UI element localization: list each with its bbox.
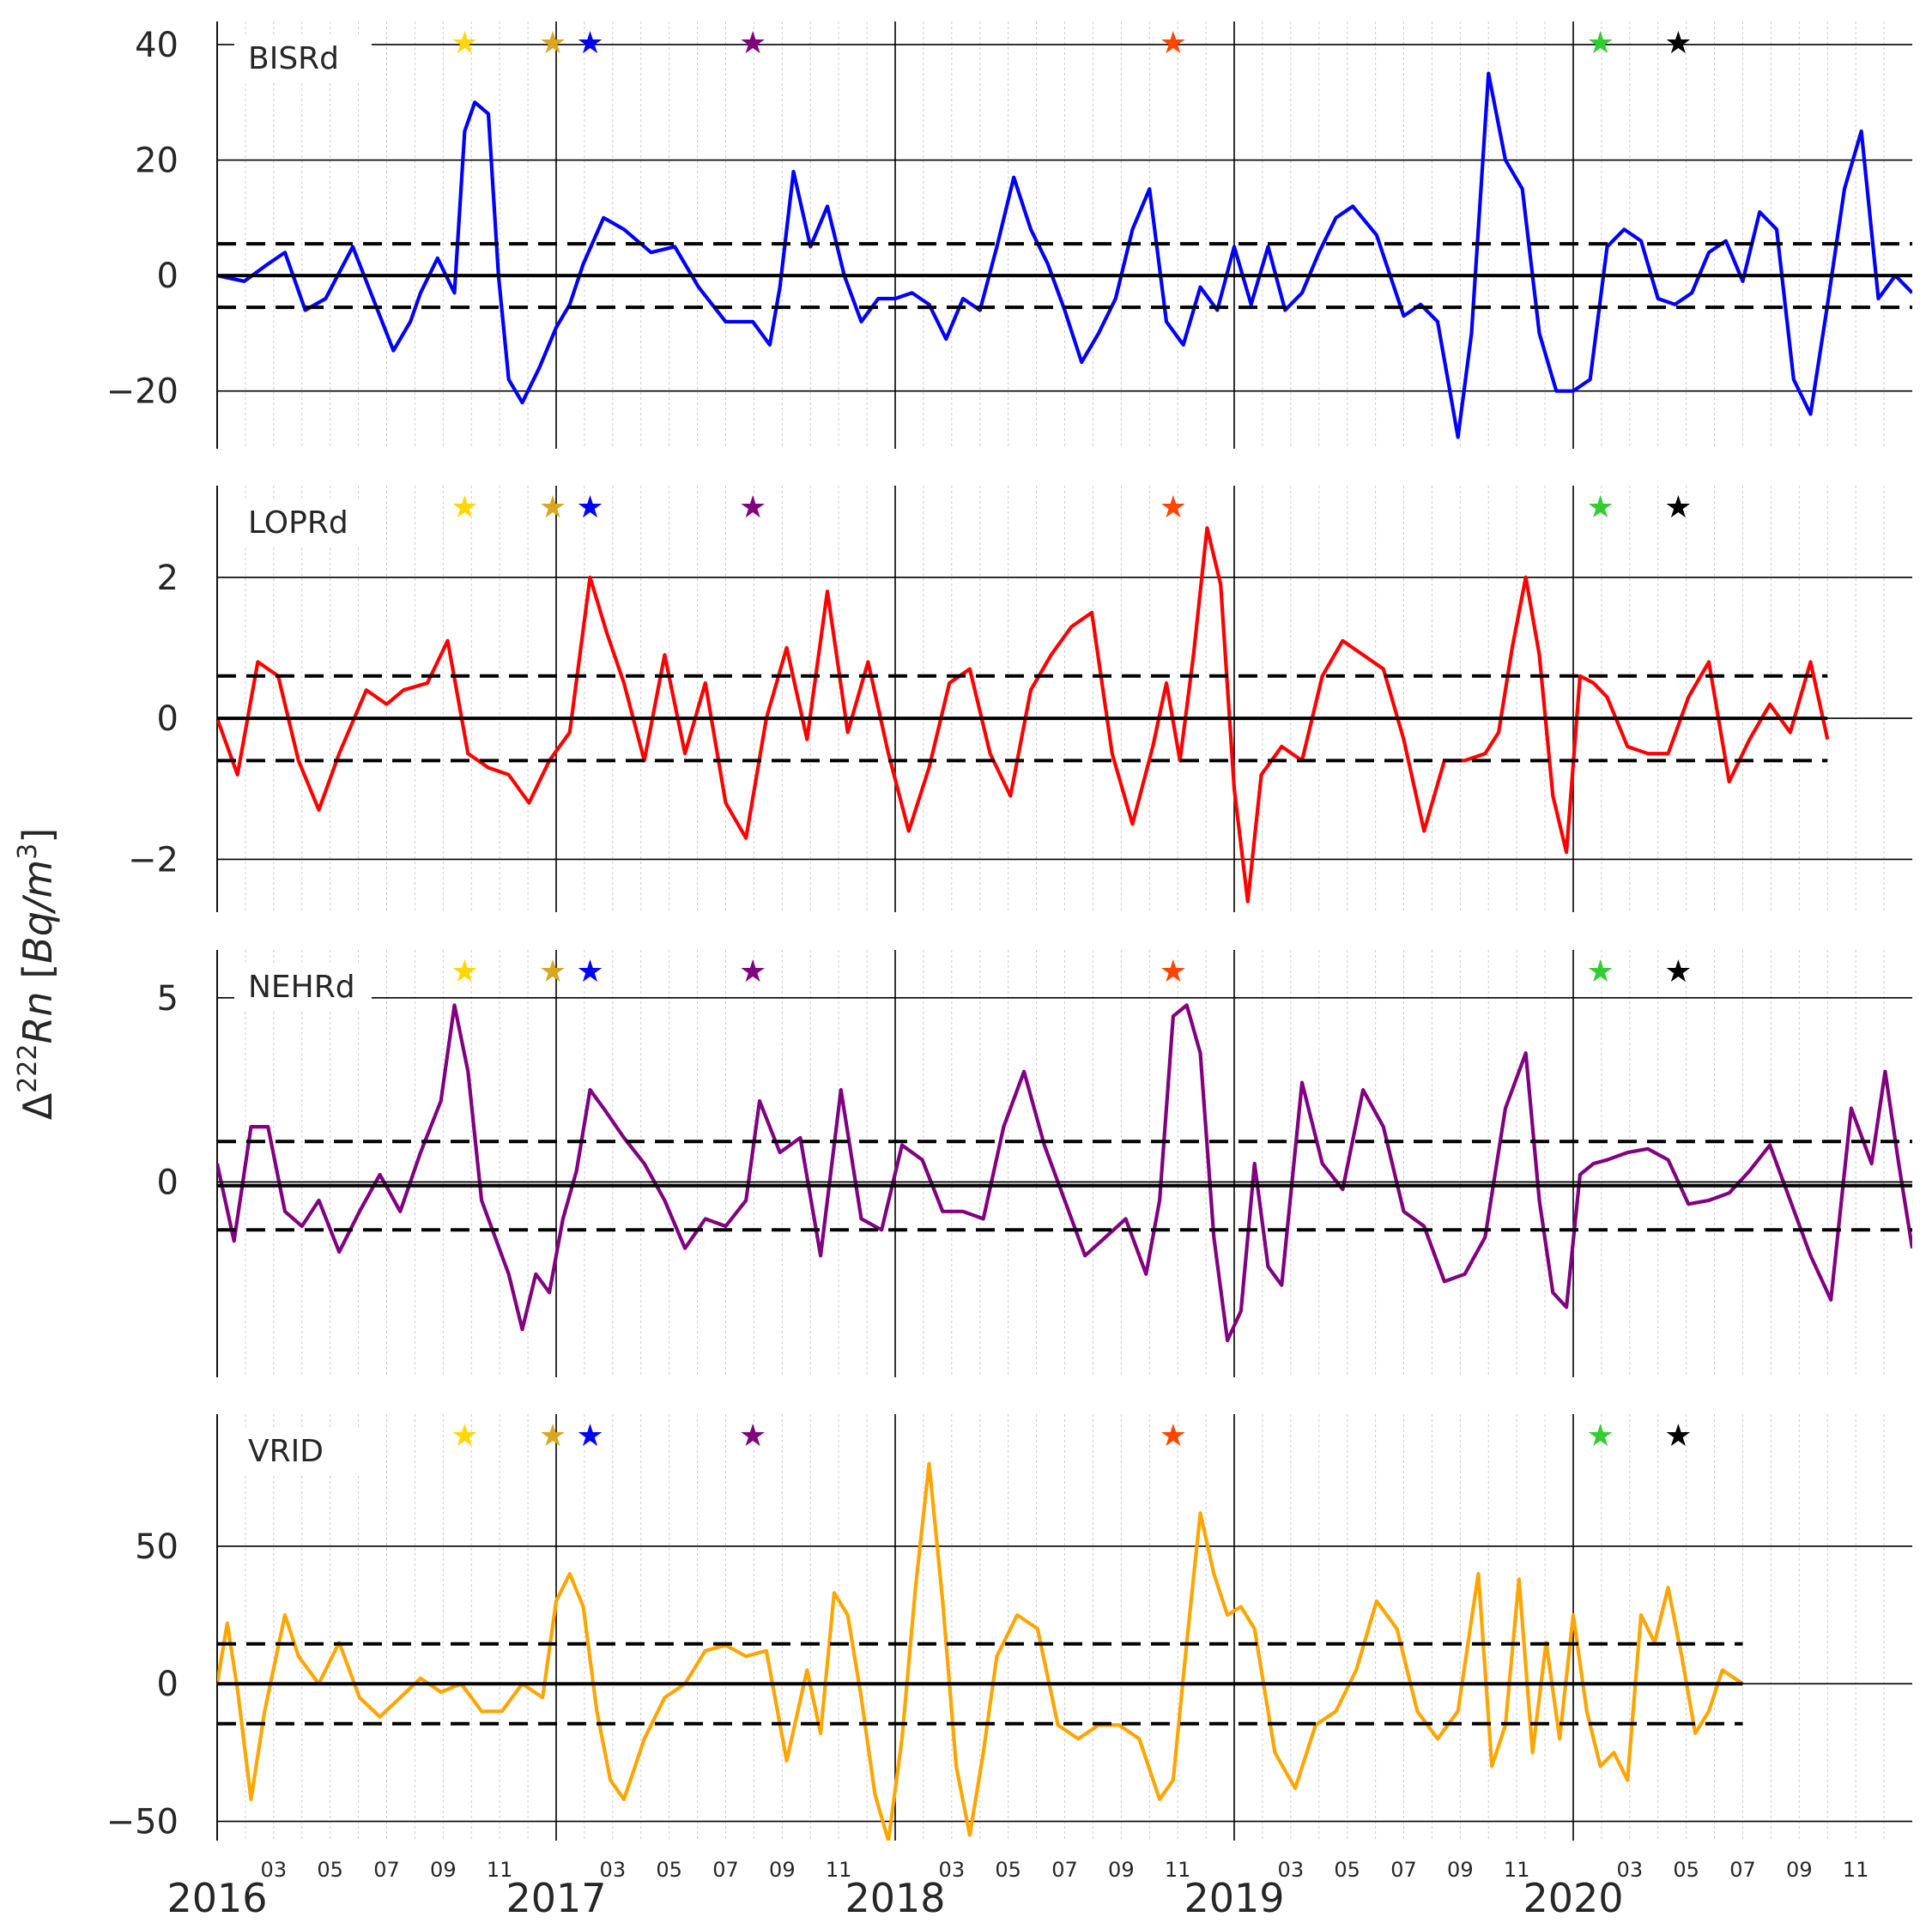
x-month-tick-label: 05 <box>317 1858 343 1882</box>
panel-label-bg <box>234 1427 372 1474</box>
y-label-unit-close: ] <box>15 828 61 844</box>
event-star-icon: ★ <box>1586 490 1614 525</box>
event-star-icon: ★ <box>1160 26 1187 61</box>
y-axis-label: Δ222Rn [Bq/m3] <box>13 828 61 1121</box>
y-tick-label: 5 <box>157 979 179 1019</box>
event-star-icon: ★ <box>451 954 478 989</box>
x-month-tick-label: 03 <box>1278 1858 1305 1882</box>
event-star-icon: ★ <box>739 954 766 989</box>
panel-loprd: −2 0 2 LOPRd ★ ★ ★ ★ ★ ★ ★ <box>128 486 1912 912</box>
y-tick-label: 0 <box>157 1665 179 1704</box>
event-star-icon: ★ <box>451 490 478 525</box>
x-month-tick-label: 11 <box>1843 1858 1869 1882</box>
x-month-tick-label: 09 <box>1786 1858 1813 1882</box>
panel-label-bg <box>234 34 372 82</box>
data-series-vrid <box>217 1461 1744 1841</box>
x-month-tick-label: 03 <box>1617 1858 1644 1882</box>
event-star-icon: ★ <box>1664 490 1692 525</box>
event-star-icon: ★ <box>1160 954 1187 989</box>
event-star-icon: ★ <box>539 1418 566 1454</box>
event-star-icon: ★ <box>1664 1418 1692 1454</box>
y-tick-label: 50 <box>135 1527 179 1567</box>
x-month-tick-label: 03 <box>261 1858 288 1882</box>
event-star-icon: ★ <box>576 954 603 989</box>
panel-label-bisrd: BISRd <box>248 41 339 76</box>
y-tick-label: 20 <box>135 142 179 181</box>
x-year-tick-label: 2017 <box>506 1875 606 1921</box>
y-tick-label: −50 <box>106 1803 179 1842</box>
y-label-unit: Bq/m <box>15 860 61 964</box>
y-label-unit-sup: 3 <box>13 844 43 860</box>
event-star-icon: ★ <box>539 490 566 525</box>
event-star-icon: ★ <box>576 490 603 525</box>
x-year-tick-label: 2016 <box>167 1875 267 1921</box>
event-star-icon: ★ <box>1160 1418 1187 1454</box>
x-month-tick-label: 11 <box>826 1858 852 1882</box>
event-star-icon: ★ <box>539 954 566 989</box>
panel-bisrd: −20 0 20 40 BISRd ★ ★ ★ ★ ★ ★ ★ <box>106 21 1912 449</box>
y-label-unit-open: [ <box>15 964 61 992</box>
x-year-tick-label: 2020 <box>1523 1875 1623 1921</box>
event-star-icon: ★ <box>1586 954 1614 989</box>
event-star-icon: ★ <box>739 26 766 61</box>
panel-label-nehrd: NEHRd <box>248 970 355 1005</box>
x-month-tick-label: 07 <box>1729 1858 1756 1882</box>
event-star-icon: ★ <box>451 1418 478 1454</box>
y-tick-label: 0 <box>157 257 179 296</box>
event-star-icon: ★ <box>1664 954 1692 989</box>
data-series-loprd <box>217 526 1830 904</box>
x-month-tick-label: 07 <box>1390 1858 1417 1882</box>
x-month-tick-label: 09 <box>1108 1858 1135 1882</box>
event-star-icon: ★ <box>1664 26 1692 61</box>
x-month-tick-label: 09 <box>1447 1858 1474 1882</box>
event-star-icon: ★ <box>739 490 766 525</box>
x-month-tick-label: 07 <box>1051 1858 1078 1882</box>
y-tick-label: 0 <box>157 1163 179 1202</box>
x-month-tick-label: 03 <box>600 1858 627 1882</box>
event-star-icon: ★ <box>1586 1418 1614 1454</box>
x-month-tick-label: 11 <box>1165 1858 1191 1882</box>
y-tick-label: −20 <box>106 372 179 412</box>
panel-nehrd: 0 5 NEHRd ★ ★ ★ ★ ★ ★ ★ <box>157 950 1912 1377</box>
x-year-tick-label: 2018 <box>845 1875 945 1921</box>
y-tick-label: 40 <box>135 26 179 65</box>
x-month-tick-label: 09 <box>430 1858 457 1882</box>
data-series-bisrd <box>217 71 1912 439</box>
y-label-name: Rn <box>15 991 61 1043</box>
x-month-tick-label: 11 <box>487 1858 513 1882</box>
event-star-icon: ★ <box>451 26 478 61</box>
x-month-tick-label: 07 <box>373 1858 400 1882</box>
y-label-prefix: Δ <box>15 1092 61 1120</box>
panel-label-bg <box>234 963 372 1010</box>
x-month-tick-label: 05 <box>995 1858 1021 1882</box>
event-star-icon: ★ <box>576 1418 603 1454</box>
event-star-icon: ★ <box>1160 490 1187 525</box>
y-label-sup: 222 <box>13 1044 43 1093</box>
y-tick-label: −2 <box>128 840 179 880</box>
event-star-icon: ★ <box>1586 26 1614 61</box>
x-month-tick-label: 05 <box>656 1858 682 1882</box>
panel-label-vrid: VRID <box>248 1434 324 1469</box>
x-month-tick-label: 05 <box>1673 1858 1699 1882</box>
y-tick-label: 0 <box>157 699 179 739</box>
panel-vrid: −50 0 50 VRID ★ ★ ★ ★ ★ ★ ★ <box>106 1414 1912 1842</box>
x-month-tick-label: 03 <box>939 1858 966 1882</box>
x-month-tick-label: 07 <box>712 1858 739 1882</box>
event-star-icon: ★ <box>539 26 566 61</box>
x-month-tick-label: 09 <box>769 1858 796 1882</box>
x-month-tick-label: 11 <box>1504 1858 1530 1882</box>
event-star-icon: ★ <box>739 1418 766 1454</box>
panel-label-loprd: LOPRd <box>248 505 348 541</box>
event-star-icon: ★ <box>576 26 603 61</box>
x-year-tick-label: 2019 <box>1184 1875 1284 1921</box>
y-tick-label: 2 <box>157 559 179 598</box>
x-month-tick-label: 05 <box>1334 1858 1360 1882</box>
panel-label-bg <box>234 499 372 546</box>
